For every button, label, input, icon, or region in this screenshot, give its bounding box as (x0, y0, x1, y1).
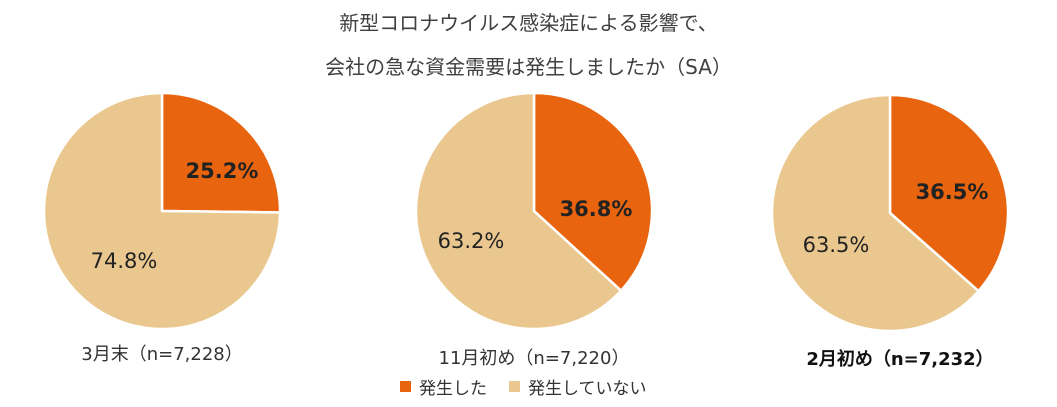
chart-title-line-1: 新型コロナウイルス感染症による影響で、 (339, 11, 718, 35)
pie-slice-march-occurred (160, 91, 282, 214)
pie-slice-november-occurred (532, 91, 654, 292)
legend: 発生した 発生していない (400, 374, 669, 399)
pie-caption-march: 3月末（n=7,228） (81, 344, 243, 365)
pie-label-march-not-occurred: 74.8% (91, 249, 158, 273)
legend-item-not-occurred: 発生していない (509, 374, 647, 399)
pie-caption-november: 11月初め（n=7,220） (438, 348, 630, 369)
pie-label-february-occurred: 36.5% (916, 180, 989, 204)
chart-title-line-2: 会社の急な資金需要は発生しましたか（SA） (325, 55, 732, 79)
legend-label-occurred: 発生した (419, 378, 487, 399)
legend-swatch-not-occurred (509, 380, 520, 392)
pie-label-february-not-occurred: 63.5% (803, 233, 870, 257)
pie-label-november-not-occurred: 63.2% (438, 229, 505, 253)
pie-label-march-occurred: 25.2% (186, 159, 259, 183)
legend-label-not-occurred: 発生していない (528, 378, 647, 399)
pie-slice-november-not-occurred (414, 91, 623, 331)
pie-caption-february: 2月初め（n=7,232） (806, 349, 994, 370)
pie-slice-march-not-occurred (42, 91, 282, 331)
legend-item-occurred: 発生した (400, 374, 487, 399)
legend-swatch-occurred (400, 380, 411, 392)
pie-label-november-occurred: 36.8% (560, 197, 633, 221)
pie-slice-february-occurred (888, 93, 1010, 293)
pie-slice-february-not-occurred (770, 93, 980, 333)
